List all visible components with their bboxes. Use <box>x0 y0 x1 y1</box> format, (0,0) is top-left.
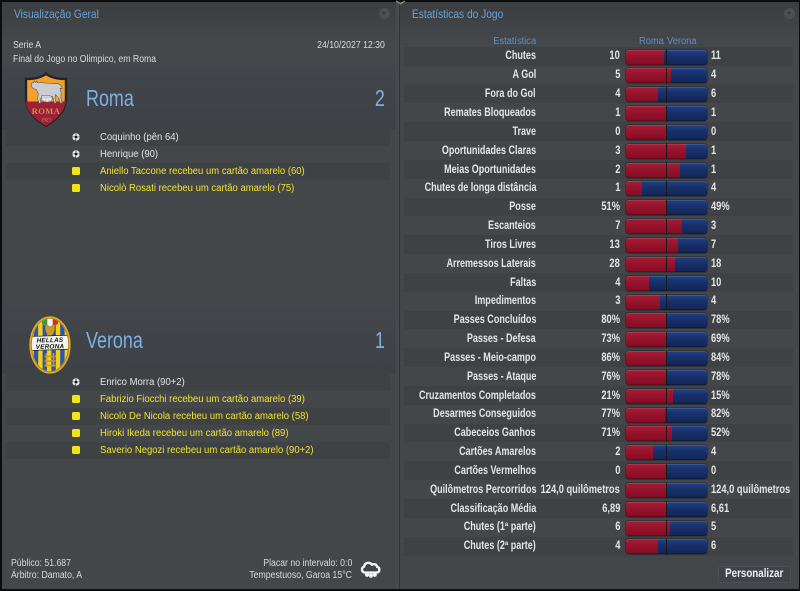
svg-text:HELLAS: HELLAS <box>36 336 63 344</box>
svg-text:VERONA: VERONA <box>36 343 65 351</box>
svg-text:ROMA: ROMA <box>32 106 61 116</box>
svg-text:1927: 1927 <box>41 118 52 123</box>
